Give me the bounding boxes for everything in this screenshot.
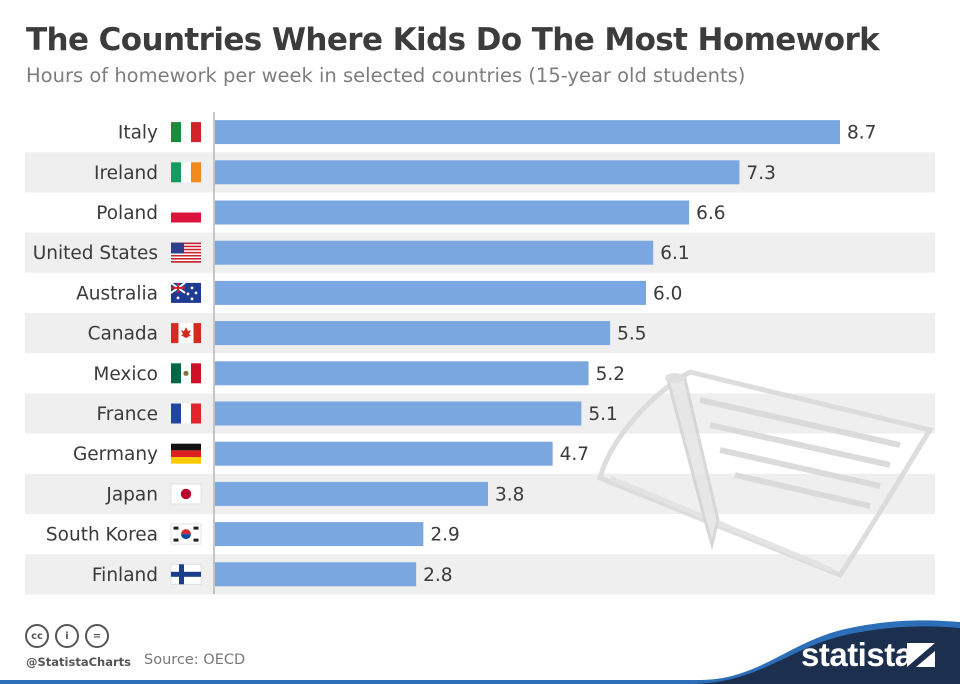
value-label: 6.1 — [660, 243, 689, 264]
bar-australia — [215, 280, 647, 305]
category-label: South Korea — [46, 525, 158, 546]
bar-finland — [215, 562, 417, 587]
twitter-handle: @StatistaCharts — [26, 655, 131, 669]
bar-italy — [215, 120, 840, 145]
japan-flag-icon — [170, 483, 202, 505]
category-label: Canada — [88, 324, 158, 345]
category-label: Italy — [118, 123, 158, 144]
bar-mexico — [215, 361, 589, 386]
value-label: 5.1 — [588, 404, 617, 425]
value-label: 5.2 — [596, 364, 625, 385]
bar-south-korea — [215, 522, 424, 547]
france-flag-icon — [171, 403, 201, 424]
source-note: Source: OECD — [144, 652, 246, 668]
license-icons: cc i = — [25, 624, 109, 648]
category-label: Finland — [92, 565, 158, 586]
value-label: 2.8 — [423, 565, 452, 586]
value-label: 6.0 — [653, 283, 682, 304]
chart-subtitle: Hours of homework per week in selected c… — [26, 64, 746, 87]
bar-united-states — [215, 240, 654, 265]
category-label: United States — [33, 243, 158, 264]
bar-france — [215, 401, 582, 426]
value-label: 7.3 — [746, 163, 775, 184]
germany-flag-icon — [171, 443, 201, 464]
attribution-icon: i — [55, 624, 79, 648]
usa-flag-icon — [171, 242, 201, 263]
cc-icon: cc — [25, 624, 49, 648]
ireland-flag-icon — [171, 162, 201, 183]
value-label: 8.7 — [847, 123, 876, 144]
bar-germany — [215, 441, 553, 466]
chart-title: The Countries Where Kids Do The Most Hom… — [26, 22, 880, 58]
south-korea-flag-icon — [170, 523, 202, 545]
value-label: 2.9 — [430, 525, 459, 546]
poland-flag-icon — [171, 202, 201, 223]
value-label: 3.8 — [495, 484, 524, 505]
category-label: France — [96, 404, 158, 425]
bar-poland — [215, 200, 690, 225]
value-label: 6.6 — [696, 203, 725, 224]
bar-japan — [215, 481, 488, 506]
bar-chart: Italy 8.7 Ireland 7.3 Poland 6.6 United States… — [25, 112, 935, 595]
statista-brand-band — [0, 620, 960, 684]
value-label: 5.5 — [617, 324, 646, 345]
australia-flag-icon — [170, 282, 201, 303]
category-label: Poland — [96, 203, 158, 224]
category-label: Japan — [105, 484, 158, 505]
finland-flag-icon — [170, 563, 202, 585]
category-label: Mexico — [93, 364, 158, 385]
mexico-flag-icon — [171, 363, 201, 384]
canada-flag-icon — [171, 323, 201, 344]
italy-flag-icon — [171, 122, 201, 143]
value-label: 4.7 — [560, 444, 589, 465]
bar-canada — [215, 321, 611, 346]
category-label: Germany — [73, 444, 158, 465]
homework-paper-pencil-illustration — [597, 369, 934, 579]
category-label: Ireland — [94, 163, 158, 184]
statista-logo-icon — [907, 643, 935, 667]
category-label: Australia — [76, 283, 158, 304]
statista-logo-text: statista — [801, 636, 913, 673]
no-derivatives-icon: = — [85, 624, 109, 648]
bar-ireland — [215, 160, 740, 185]
